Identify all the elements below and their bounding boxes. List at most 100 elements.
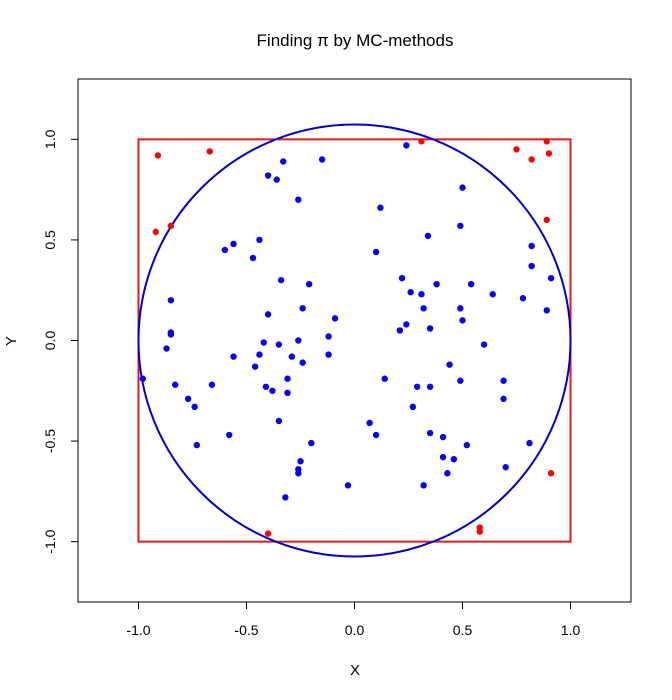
x-tick-label: 0.0 (345, 622, 365, 638)
y-tick-label: -0.5 (42, 429, 58, 453)
outside-point (513, 146, 520, 153)
x-axis-label: X (350, 662, 360, 679)
inside-point (424, 232, 432, 240)
y-tick-label: 0.0 (42, 331, 58, 351)
inside-point (426, 429, 434, 437)
inside-point (256, 351, 263, 358)
inside-point (439, 433, 447, 441)
inside-point (519, 295, 527, 302)
inside-point (547, 274, 555, 282)
inside-point (295, 470, 302, 477)
inside-point (221, 246, 229, 254)
inside-point (500, 377, 507, 384)
inside-point (489, 291, 496, 298)
outside-point (154, 152, 162, 159)
inside-point (269, 387, 276, 394)
inside-point (167, 297, 175, 304)
unit-circle (137, 123, 572, 558)
inside-point (446, 361, 453, 368)
inside-point (372, 431, 380, 439)
inside-point (413, 383, 421, 390)
inside-point (344, 482, 352, 489)
inside-point (426, 325, 434, 332)
inside-point (249, 254, 257, 262)
inside-point (450, 455, 458, 463)
inside-point (167, 329, 175, 336)
outside-point (167, 222, 175, 230)
unit-square (137, 138, 572, 543)
inside-point (273, 176, 280, 183)
inside-point (366, 419, 373, 427)
inside-point (526, 439, 533, 447)
inside-point (275, 341, 283, 348)
inside-point (480, 341, 488, 348)
y-tick-label: 1.0 (42, 129, 58, 149)
x-tick-label: -1.0 (126, 622, 150, 638)
inside-point (396, 327, 404, 334)
y-axis: -1.0 -0.5 0.0 0.5 1.0 (42, 129, 79, 554)
inside-point (418, 291, 425, 298)
inside-point (230, 353, 237, 360)
outside-point (545, 150, 553, 157)
scatter-points (139, 138, 555, 537)
outside-point (528, 156, 535, 163)
inside-point (325, 333, 332, 340)
inside-point (420, 482, 427, 489)
inside-point (226, 431, 233, 439)
inside-point (426, 383, 434, 390)
inside-point (325, 351, 332, 358)
inside-point (407, 289, 414, 296)
inside-point (284, 375, 291, 382)
inside-point (318, 156, 326, 163)
inside-point (193, 441, 201, 449)
outside-point (264, 530, 272, 537)
inside-point (457, 377, 464, 384)
x-axis: -1.0 -0.5 0.0 0.5 1.0 (126, 601, 581, 638)
inside-point (172, 381, 179, 388)
inside-point (262, 383, 270, 390)
outside-point (543, 138, 550, 145)
x-tick-label: 0.5 (453, 622, 473, 638)
inside-point (277, 276, 285, 284)
inside-point (459, 317, 466, 324)
inside-point (299, 305, 306, 312)
inside-point (331, 315, 339, 322)
inside-point (295, 196, 302, 203)
inside-point (184, 395, 192, 403)
inside-point (264, 311, 272, 318)
inside-point (251, 363, 259, 370)
x-tick-label: 1.0 (561, 622, 581, 638)
inside-point (308, 439, 315, 447)
inside-point (299, 359, 306, 366)
inside-point (163, 345, 170, 352)
inside-point (403, 142, 410, 149)
inside-point (439, 453, 447, 461)
inside-point (208, 381, 216, 388)
inside-point (457, 305, 464, 312)
y-tick-label: -1.0 (42, 529, 58, 553)
inside-point (502, 464, 509, 471)
inside-point (139, 375, 147, 382)
inside-point (528, 262, 535, 270)
chart-title: Finding π by MC-methods (257, 31, 454, 50)
inside-point (297, 457, 304, 465)
inside-point (467, 280, 475, 288)
inside-point (433, 280, 440, 288)
inside-point (398, 274, 406, 282)
inside-point (409, 403, 417, 411)
inside-point (403, 321, 410, 328)
inside-point (420, 305, 427, 312)
inside-point (260, 339, 267, 346)
outside-point (206, 148, 213, 155)
inside-point (444, 470, 451, 477)
outside-point (476, 528, 483, 535)
plot-frame (77, 78, 632, 603)
y-tick-label: 0.5 (42, 230, 58, 250)
inside-point (305, 280, 313, 288)
inside-point (295, 337, 302, 344)
inside-point (280, 158, 287, 165)
inside-point (377, 204, 384, 211)
inside-point (381, 375, 388, 382)
inside-point (372, 248, 380, 256)
y-axis-label: Y (3, 336, 20, 346)
